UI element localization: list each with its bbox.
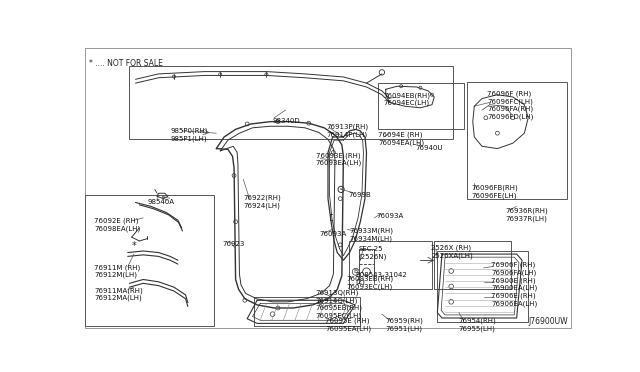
- Text: 2526X (RH)
2526XA(LH): 2526X (RH) 2526XA(LH): [431, 245, 473, 259]
- Text: 76913P(RH)
76914P(LH): 76913P(RH) 76914P(LH): [326, 124, 369, 138]
- Bar: [254, 297, 360, 327]
- Bar: [467, 81, 566, 199]
- Text: 76094EB(RH)
76094EC(LH): 76094EB(RH) 76094EC(LH): [383, 92, 431, 106]
- Text: *: *: [132, 241, 136, 251]
- Text: 76911MA(RH)
76912MA(LH): 76911MA(RH) 76912MA(LH): [94, 287, 143, 301]
- Text: o: o: [340, 187, 342, 192]
- Bar: [435, 241, 511, 289]
- Text: 76906E (RH)
76906EA(LH): 76906E (RH) 76906EA(LH): [492, 293, 538, 307]
- Text: 76936R(RH)
76937R(LH): 76936R(RH) 76937R(LH): [506, 208, 548, 222]
- Text: 76095E (RH)
76095EA(LH): 76095E (RH) 76095EA(LH): [325, 318, 371, 332]
- Bar: [129, 66, 452, 140]
- Text: 76094E (RH)
76094EA(LH): 76094E (RH) 76094EA(LH): [378, 132, 424, 146]
- Text: 76093E (RH)
76093EA(LH): 76093E (RH) 76093EA(LH): [316, 153, 362, 166]
- Text: 76095EB(RH)
76095EC(LH): 76095EB(RH) 76095EC(LH): [316, 305, 363, 319]
- Text: 98340D: 98340D: [273, 118, 300, 124]
- Bar: [84, 195, 214, 326]
- Text: 76923: 76923: [223, 241, 245, 247]
- Text: 76913Q(RH)
76914Q(LH): 76913Q(RH) 76914Q(LH): [316, 289, 359, 304]
- Text: 76093A: 76093A: [319, 231, 347, 237]
- Text: 76096FB(RH)
76096FE(LH): 76096FB(RH) 76096FE(LH): [471, 185, 518, 199]
- Text: 76959(RH)
76951(LH): 76959(RH) 76951(LH): [385, 318, 423, 332]
- Text: 7699B: 7699B: [348, 192, 371, 199]
- Text: * .... NOT FOR SALE: * .... NOT FOR SALE: [90, 58, 163, 67]
- Bar: [378, 83, 464, 129]
- Text: 98540A: 98540A: [148, 199, 175, 205]
- Text: 76954(RH)
76955(LH): 76954(RH) 76955(LH): [458, 318, 496, 332]
- Text: 76933M(RH)
76934M(LH): 76933M(RH) 76934M(LH): [349, 228, 394, 242]
- Text: 76093EB(RH)
76093EC(LH): 76093EB(RH) 76093EC(LH): [346, 276, 394, 290]
- Text: SEC.25
(2526N): SEC.25 (2526N): [359, 246, 387, 260]
- Bar: [437, 251, 528, 322]
- Text: 76096F (RH)
76096FC(LH)
76096FA(RH)
76096FD(LH): 76096F (RH) 76096FC(LH) 76096FA(RH) 7609…: [488, 91, 534, 120]
- Text: 76911M (RH)
76912M(LH): 76911M (RH) 76912M(LH): [94, 264, 140, 278]
- Text: 76940U: 76940U: [416, 145, 444, 151]
- Text: 76900E (RH)
76900EA(LH): 76900E (RH) 76900EA(LH): [492, 277, 538, 291]
- Text: J76900UW: J76900UW: [529, 317, 568, 327]
- Text: 76093A: 76093A: [376, 212, 404, 218]
- Text: B: B: [353, 269, 358, 274]
- Text: 985P0(RH)
985P1(LH): 985P0(RH) 985P1(LH): [170, 128, 207, 142]
- Text: B08543-31042
(2): B08543-31042 (2): [356, 272, 408, 285]
- Bar: [349, 241, 432, 289]
- Text: 76922(RH)
76924(LH): 76922(RH) 76924(LH): [243, 195, 281, 209]
- Text: 76092E (RH)
76098EA(LH): 76092E (RH) 76098EA(LH): [94, 218, 140, 232]
- Text: 76906F (RH)
76906FA(LH): 76906F (RH) 76906FA(LH): [492, 262, 536, 276]
